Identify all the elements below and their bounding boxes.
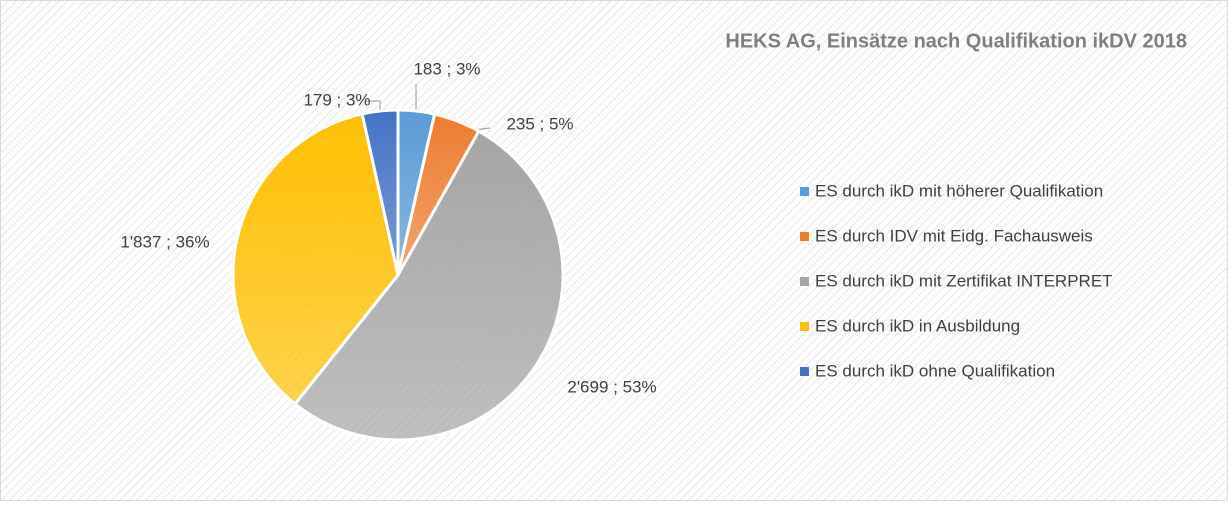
data-label: 2'699 ; 53%	[567, 377, 656, 396]
chart-title: HEKS AG, Einsätze nach Qualifikation ikD…	[725, 30, 1187, 52]
pie-slice	[231, 112, 400, 407]
data-label: 1'837 ; 36%	[120, 232, 209, 251]
legend-swatch	[800, 232, 809, 241]
legend-label: ES durch ikD mit höherer Qualifikation	[815, 181, 1103, 200]
legend-swatch	[800, 367, 809, 376]
legend-label: ES durch ikD ohne Qualifikation	[815, 361, 1055, 380]
pie-slice	[292, 129, 565, 442]
legend-swatch	[800, 322, 809, 331]
data-label: 183 ; 3%	[413, 59, 480, 78]
legend-label: ES durch IDV mit Eidg. Fachausweis	[815, 226, 1093, 245]
legend-label: ES durch ikD mit Zertifikat INTERPRET	[815, 271, 1113, 290]
legend-swatch	[800, 277, 809, 286]
data-label: 235 ; 5%	[506, 114, 573, 133]
legend-swatch	[800, 187, 809, 196]
data-label: 179 ; 3%	[303, 90, 370, 109]
legend-label: ES durch ikD in Ausbildung	[815, 316, 1020, 335]
pie-slice	[360, 108, 400, 276]
